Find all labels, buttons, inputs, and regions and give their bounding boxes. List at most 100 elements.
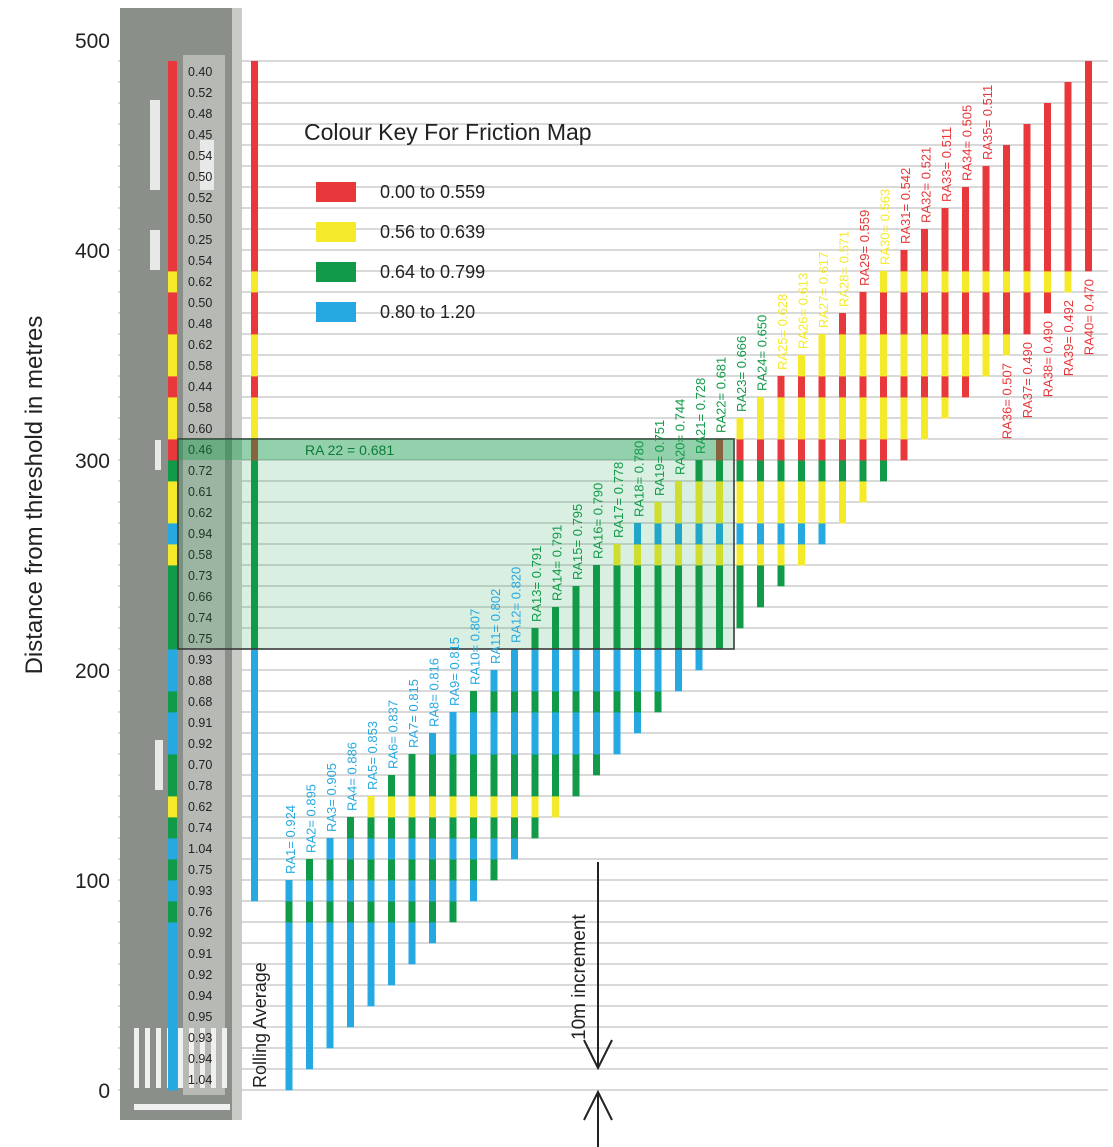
runway-strip-segment [168, 124, 177, 146]
y-tick-label: 300 [75, 450, 110, 473]
ra-column-segment [736, 439, 744, 461]
ra-column-segment [285, 880, 293, 902]
ra-column-segment [388, 880, 395, 902]
y-tick-label: 400 [75, 240, 110, 263]
ra-column-segment [429, 838, 436, 860]
friction-reading: 0.62 [188, 506, 212, 520]
ra-column-segment [490, 733, 498, 755]
ra-column-segment [470, 775, 477, 797]
ra-column-segment [654, 586, 662, 608]
ra-column-segment [1003, 313, 1010, 335]
ra-column-segment [757, 397, 764, 419]
ra-column-segment [388, 796, 395, 818]
ra-column-segment [613, 607, 621, 629]
threshold-stripe [200, 1028, 205, 1088]
ra-column-segment [941, 313, 949, 335]
ra-column-segment [572, 712, 580, 734]
ra-column-segment [326, 838, 334, 860]
ra22-window [177, 438, 735, 650]
ra-column-segment [388, 964, 395, 986]
friction-reading: 0.92 [188, 968, 212, 982]
ra-column-segment [490, 775, 498, 797]
ra-column-segment [613, 712, 621, 734]
ra-label: RA37= 0.490 [1020, 342, 1035, 418]
ra-column-segment [675, 586, 682, 608]
rolling-average-segment [251, 187, 258, 209]
ra-column-segment [921, 334, 928, 356]
ra-column-segment [470, 859, 477, 881]
friction-reading: 0.52 [188, 86, 212, 100]
ra-column-segment [921, 292, 928, 314]
ra-column-segment [572, 628, 580, 650]
ra-column-segment [1044, 166, 1051, 188]
ra-column-segment [490, 691, 498, 713]
ra-column-segment [880, 418, 887, 440]
ra-column-segment [1023, 124, 1031, 146]
ra-column-segment [470, 796, 477, 818]
ra-column-segment [880, 397, 887, 419]
runway-strip-segment [168, 103, 177, 125]
runway-strip-segment [168, 481, 177, 503]
ra-column-segment [388, 943, 395, 965]
friction-reading: 0.54 [188, 254, 212, 268]
ra-column-segment [306, 901, 313, 923]
ra-column-segment [962, 355, 969, 377]
ra-column-segment [1044, 187, 1051, 209]
ra-column-segment [449, 733, 457, 755]
ra-column-segment [941, 355, 949, 377]
threshold-stripe [134, 1028, 139, 1088]
ra-column-segment [449, 754, 457, 776]
runway-strip-segment [168, 880, 177, 902]
ra-column-segment [572, 754, 580, 776]
ra-column-segment [388, 922, 395, 944]
friction-reading: 0.48 [188, 317, 212, 331]
ra-column-segment [531, 670, 539, 692]
ra-column-segment [859, 397, 867, 419]
ra-column-segment [593, 691, 600, 713]
ra-column-segment [839, 376, 846, 398]
friction-reading: 0.91 [188, 947, 212, 961]
threshold-stripe [145, 1028, 150, 1088]
ra-column-segment [593, 754, 600, 776]
ra-column-segment [777, 544, 785, 566]
ra-column-segment [1085, 82, 1092, 104]
ra-column-segment [634, 523, 641, 545]
friction-reading: 1.04 [188, 1073, 212, 1087]
friction-reading: 0.61 [188, 485, 212, 499]
runway-strip-segment [168, 901, 177, 923]
ra-column-segment [818, 523, 826, 545]
friction-reading: 0.40 [188, 65, 212, 79]
ra-column-segment [839, 355, 846, 377]
y-tick-label: 500 [75, 30, 110, 53]
runway-strip-segment [168, 964, 177, 986]
ra-column-segment [326, 1027, 334, 1049]
ra-column-segment [716, 565, 723, 587]
y-tick-label: 0 [98, 1080, 110, 1103]
ra-column-segment [593, 733, 600, 755]
ra-column-segment [470, 754, 477, 776]
threshold-stripe [178, 1028, 183, 1088]
friction-reading: 0.60 [188, 422, 212, 436]
ra-column-segment [982, 313, 990, 335]
ra-column-segment [552, 733, 559, 755]
ra-column-segment [716, 502, 723, 524]
ra-column-segment [634, 544, 641, 566]
ra-column-segment [552, 670, 559, 692]
runway-shoulder [232, 8, 242, 1120]
friction-reading: 0.92 [188, 737, 212, 751]
ra-label: RA25= 0.628 [775, 294, 790, 370]
ra-column-segment [818, 502, 826, 524]
runway-strip-segment [168, 208, 177, 230]
ra-column-segment [593, 649, 600, 671]
ra-column-segment [613, 586, 621, 608]
ra-column-segment [716, 481, 723, 503]
ra-column-segment [1085, 166, 1092, 188]
ra-column-segment [511, 754, 518, 776]
ra-column-segment [449, 859, 457, 881]
ra-column-segment [572, 733, 580, 755]
ra-column-segment [1064, 271, 1072, 293]
runway-strip-segment [168, 670, 177, 692]
ra-column-segment [429, 859, 436, 881]
ra-column-segment [1044, 208, 1051, 230]
runway-strip-segment [168, 565, 177, 587]
